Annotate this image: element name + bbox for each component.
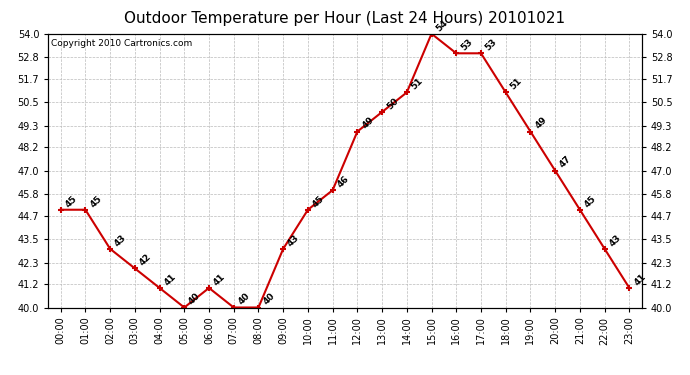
Text: 47: 47 bbox=[558, 154, 573, 170]
Text: 45: 45 bbox=[88, 194, 104, 209]
Text: 43: 43 bbox=[113, 233, 128, 248]
Text: Copyright 2010 Cartronics.com: Copyright 2010 Cartronics.com bbox=[51, 39, 193, 48]
Text: 54: 54 bbox=[434, 18, 450, 33]
Text: 41: 41 bbox=[212, 272, 227, 287]
Text: 51: 51 bbox=[509, 76, 524, 92]
Text: 42: 42 bbox=[137, 252, 153, 268]
Text: 40: 40 bbox=[262, 291, 277, 307]
Text: 41: 41 bbox=[632, 272, 647, 287]
Text: 43: 43 bbox=[607, 233, 622, 248]
Text: 45: 45 bbox=[310, 194, 326, 209]
Text: 51: 51 bbox=[410, 76, 425, 92]
Text: 45: 45 bbox=[63, 194, 79, 209]
Text: Outdoor Temperature per Hour (Last 24 Hours) 20101021: Outdoor Temperature per Hour (Last 24 Ho… bbox=[124, 11, 566, 26]
Text: 49: 49 bbox=[533, 116, 549, 131]
Text: 43: 43 bbox=[286, 233, 302, 248]
Text: 40: 40 bbox=[187, 291, 202, 307]
Text: 53: 53 bbox=[459, 38, 474, 52]
Text: 53: 53 bbox=[484, 38, 499, 52]
Text: 46: 46 bbox=[335, 174, 351, 189]
Text: 49: 49 bbox=[360, 116, 375, 131]
Text: 40: 40 bbox=[237, 291, 252, 307]
Text: 45: 45 bbox=[582, 194, 598, 209]
Text: 50: 50 bbox=[385, 96, 400, 111]
Text: 41: 41 bbox=[162, 272, 177, 287]
